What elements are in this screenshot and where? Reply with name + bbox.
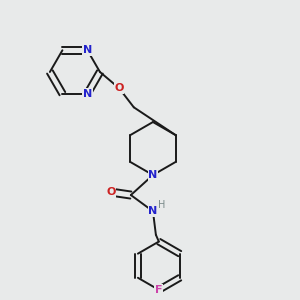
Text: N: N [148, 170, 158, 180]
Text: O: O [106, 187, 116, 197]
Text: N: N [83, 88, 92, 99]
Text: F: F [155, 285, 163, 295]
Text: N: N [83, 45, 92, 55]
Text: H: H [158, 200, 165, 210]
Text: N: N [148, 206, 158, 216]
Text: O: O [114, 83, 124, 93]
